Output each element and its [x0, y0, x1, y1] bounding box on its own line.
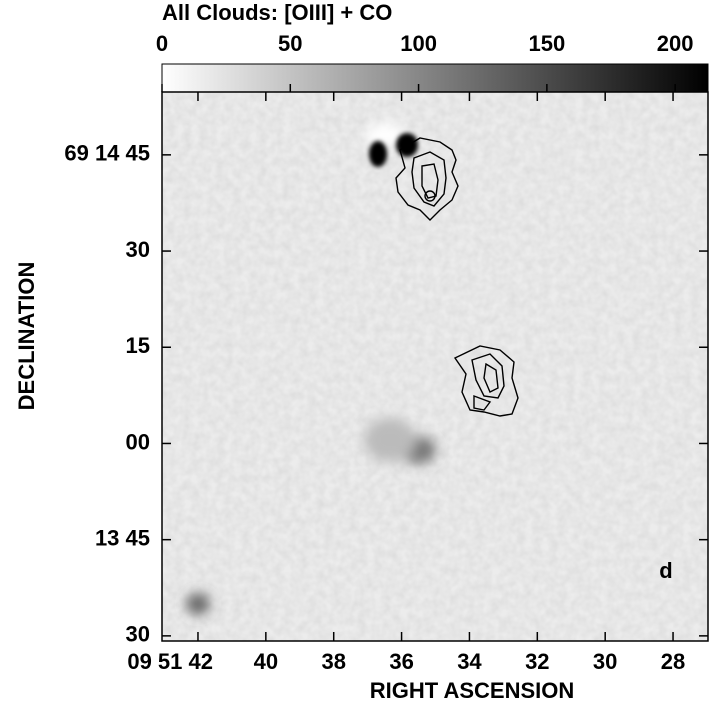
x-tick-label: 28	[661, 649, 685, 674]
x-tick-label: 32	[525, 649, 549, 674]
x-tick-label: 09 51 42	[127, 649, 213, 674]
colorbar-tick-label: 0	[156, 31, 168, 56]
x-tick-label: 40	[254, 649, 278, 674]
colorbar-tick-label: 100	[400, 31, 437, 56]
y-tick-label: 15	[126, 333, 150, 358]
y-axis-label: DECLINATION	[14, 262, 39, 411]
y-tick-label: 69 14 45	[64, 141, 150, 166]
colorbar	[161, 63, 709, 93]
x-tick-label: 36	[389, 649, 413, 674]
plot-frame	[161, 91, 709, 642]
x-tick-label: 30	[593, 649, 617, 674]
contours	[395, 137, 519, 417]
x-tick-label: 38	[321, 649, 345, 674]
y-tick-label: 30	[126, 622, 150, 647]
y-tick-label: 13 45	[95, 525, 150, 550]
image	[162, 92, 708, 641]
colorbar-tick-label: 50	[278, 31, 302, 56]
y-tick-label: 00	[126, 429, 150, 454]
annotation: d	[659, 558, 672, 583]
colorbar-tick-label: 150	[529, 31, 566, 56]
colorbar-tick-label: 200	[657, 31, 694, 56]
y-tick-label: 30	[126, 237, 150, 262]
x-tick-label: 34	[457, 649, 482, 674]
x-axis-label: RIGHT ASCENSION	[370, 678, 575, 703]
chart-title: All Clouds: [OIII] + CO	[162, 0, 392, 25]
